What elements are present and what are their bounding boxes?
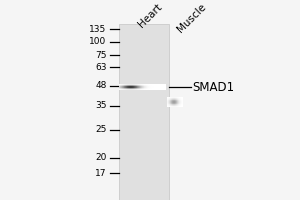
Text: 35: 35 [95, 102, 106, 110]
Text: 63: 63 [95, 62, 106, 72]
Text: 48: 48 [95, 81, 106, 90]
Text: Muscle: Muscle [176, 2, 208, 35]
Bar [118, 24, 169, 200]
Text: 17: 17 [95, 168, 106, 178]
Text: SMAD1: SMAD1 [192, 81, 234, 94]
Text: 25: 25 [95, 126, 106, 134]
Text: Heart: Heart [136, 2, 164, 30]
Text: 75: 75 [95, 50, 106, 60]
Text: 20: 20 [95, 154, 106, 162]
Text: 100: 100 [89, 38, 106, 46]
Text: 135: 135 [89, 24, 106, 33]
